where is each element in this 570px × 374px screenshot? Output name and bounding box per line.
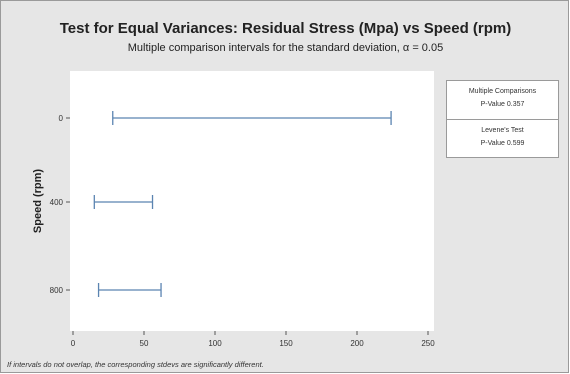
y-axis-title: Speed (rpm): [32, 169, 44, 234]
x-tick-label: 50: [140, 339, 149, 348]
x-tick-label: 200: [350, 339, 364, 348]
footnote: If intervals do not overlap, the corresp…: [7, 360, 264, 369]
multiple-comparisons-section: Multiple Comparisons P-Value 0.357: [447, 81, 558, 119]
y-tick-label: 800: [50, 286, 64, 295]
y-tick-label: 0: [59, 114, 64, 123]
x-tick-label: 0: [71, 339, 76, 348]
stats-pvalue: P-Value 0.599: [480, 140, 525, 147]
plot-panel: [70, 71, 434, 331]
stats-box: Multiple Comparisons P-Value 0.357 Leven…: [446, 80, 559, 158]
stats-heading: Multiple Comparisons: [468, 88, 537, 95]
x-tick-label: 100: [208, 339, 222, 348]
y-tick-label: 400: [50, 198, 64, 207]
x-tick-label: 150: [279, 339, 293, 348]
stats-heading: Levene's Test: [481, 127, 524, 134]
x-tick-label: 250: [421, 339, 435, 348]
chart-title: Test for Equal Variances: Residual Stres…: [59, 20, 512, 37]
levenes-test-section: Levene's Test P-Value 0.599: [447, 119, 558, 157]
stats-pvalue: P-Value 0.357: [480, 101, 525, 108]
chart-subtitle: Multiple comparison intervals for the st…: [127, 42, 444, 54]
